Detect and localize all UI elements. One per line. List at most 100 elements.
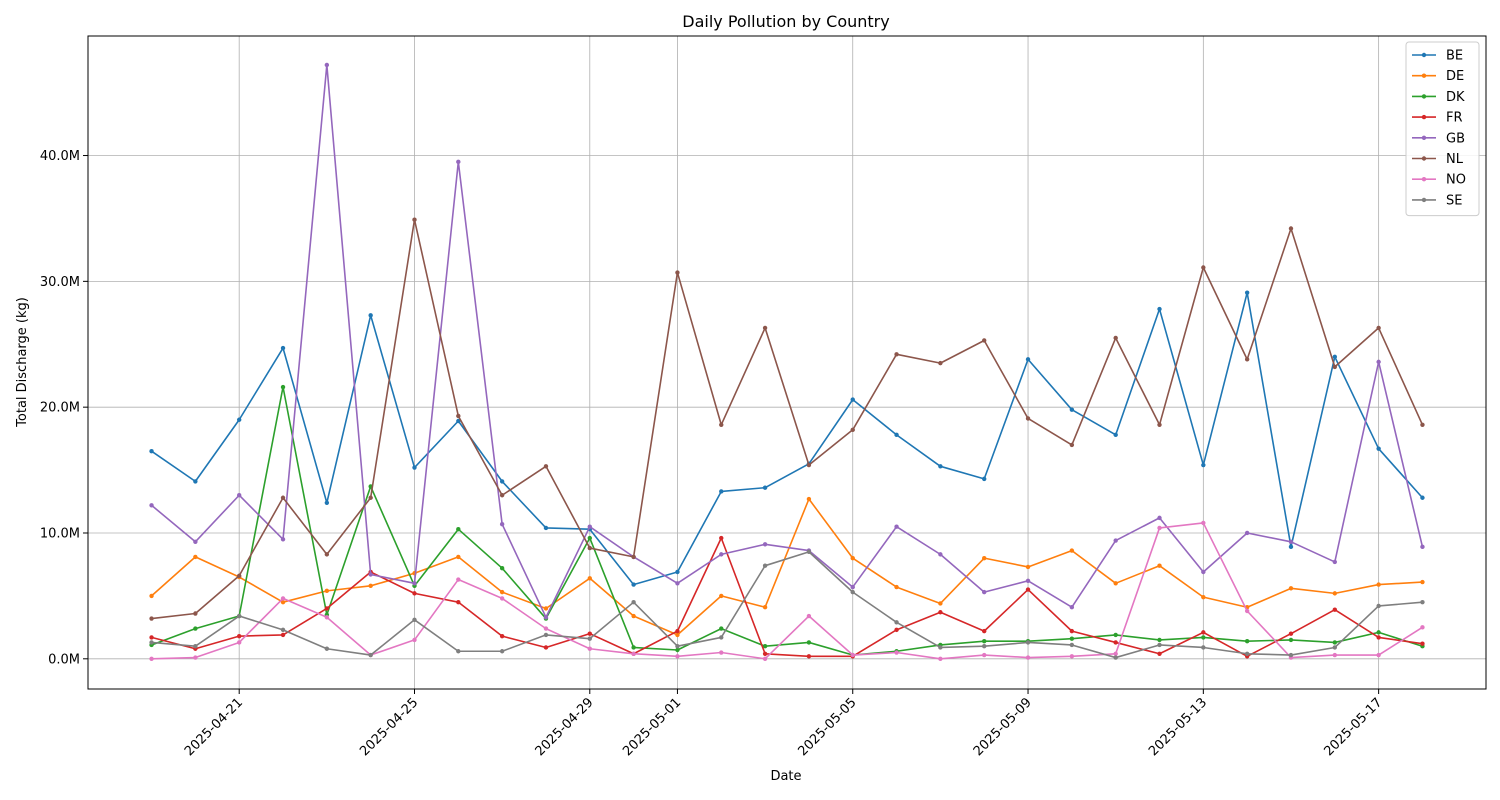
legend: BE DE DK FR GB NL NO SE bbox=[1405, 41, 1480, 217]
data-point bbox=[719, 422, 724, 427]
data-point bbox=[938, 464, 943, 469]
data-point bbox=[543, 626, 549, 631]
data-point bbox=[806, 654, 812, 659]
data-point bbox=[1420, 495, 1425, 500]
data-point bbox=[193, 539, 198, 544]
data-point bbox=[1420, 422, 1425, 427]
data-point bbox=[719, 552, 724, 557]
data-point bbox=[1069, 407, 1075, 412]
data-point bbox=[499, 566, 505, 571]
data-point bbox=[1332, 645, 1338, 650]
data-point bbox=[1025, 416, 1031, 421]
data-point bbox=[368, 583, 373, 589]
data-point bbox=[1157, 422, 1162, 427]
data-point bbox=[456, 418, 461, 424]
legend-label: NO bbox=[1446, 173, 1466, 188]
data-point bbox=[412, 465, 417, 470]
data-point bbox=[1288, 226, 1294, 231]
data-point bbox=[1113, 538, 1118, 543]
data-point bbox=[1201, 635, 1206, 640]
legend-item-no: NO bbox=[1412, 173, 1466, 188]
data-point bbox=[1376, 603, 1381, 609]
data-point bbox=[1201, 462, 1206, 468]
data-point bbox=[1288, 544, 1294, 550]
series-be bbox=[149, 290, 1425, 587]
chart-title: Daily Pollution by Country bbox=[682, 12, 889, 31]
data-point bbox=[324, 500, 330, 505]
data-point bbox=[587, 524, 592, 529]
data-point bbox=[850, 397, 855, 402]
data-point bbox=[543, 615, 549, 620]
data-point bbox=[938, 601, 943, 606]
data-point bbox=[1201, 520, 1206, 526]
legend-label: BE bbox=[1446, 49, 1463, 64]
data-point bbox=[631, 613, 636, 619]
data-point bbox=[368, 313, 373, 318]
legend-marker bbox=[1421, 94, 1427, 99]
data-point bbox=[719, 489, 724, 494]
data-point bbox=[456, 159, 461, 165]
data-point bbox=[587, 631, 592, 636]
data-point bbox=[456, 554, 461, 560]
data-point bbox=[1244, 638, 1250, 644]
data-point bbox=[412, 217, 417, 222]
data-point bbox=[1332, 559, 1338, 565]
data-point bbox=[1157, 306, 1162, 312]
series-layer bbox=[149, 62, 1425, 662]
data-point bbox=[236, 417, 242, 422]
data-point bbox=[894, 584, 899, 590]
data-point bbox=[1244, 530, 1250, 536]
data-point bbox=[675, 581, 680, 586]
data-point bbox=[587, 646, 592, 651]
data-point bbox=[850, 427, 855, 433]
data-point bbox=[938, 610, 943, 615]
data-point bbox=[850, 555, 855, 561]
legend-item-be: BE bbox=[1412, 49, 1463, 64]
data-point bbox=[631, 645, 636, 650]
data-point bbox=[762, 485, 768, 490]
series-line-fr bbox=[151, 537, 1423, 658]
data-point bbox=[850, 589, 855, 595]
legend-marker bbox=[1421, 177, 1427, 182]
data-point bbox=[806, 613, 812, 619]
data-point bbox=[324, 615, 330, 620]
data-point bbox=[631, 582, 636, 587]
data-point bbox=[719, 593, 724, 599]
data-point bbox=[587, 545, 592, 551]
data-point bbox=[1332, 640, 1338, 645]
data-point bbox=[587, 636, 592, 641]
data-point bbox=[762, 542, 768, 547]
data-point bbox=[1069, 642, 1075, 648]
data-point bbox=[1420, 544, 1425, 550]
data-point bbox=[1332, 591, 1338, 596]
data-point bbox=[675, 647, 680, 653]
legend-label: FR bbox=[1446, 111, 1463, 126]
data-point bbox=[1332, 652, 1338, 658]
data-point bbox=[762, 644, 768, 649]
data-point bbox=[631, 554, 636, 560]
grid-lines bbox=[88, 36, 1486, 689]
y-tick-label: 30.0M bbox=[40, 275, 80, 290]
data-point bbox=[675, 270, 680, 275]
data-point bbox=[1025, 564, 1031, 570]
legend-item-gb: GB bbox=[1412, 131, 1465, 146]
series-line-be bbox=[151, 291, 1424, 586]
data-point bbox=[324, 588, 330, 594]
data-point bbox=[149, 635, 154, 640]
data-point bbox=[894, 627, 899, 633]
y-tick-label: 20.0M bbox=[40, 401, 80, 416]
data-point bbox=[543, 464, 549, 469]
data-point bbox=[1420, 599, 1425, 605]
data-point bbox=[1288, 637, 1294, 643]
data-point bbox=[1113, 651, 1118, 656]
data-point bbox=[806, 640, 812, 645]
data-point bbox=[1376, 359, 1381, 365]
series-line-de bbox=[151, 498, 1423, 636]
data-point bbox=[324, 646, 330, 651]
data-point bbox=[938, 645, 943, 650]
legend-item-nl: NL bbox=[1412, 152, 1464, 167]
data-point bbox=[1069, 628, 1075, 634]
data-point bbox=[675, 628, 680, 634]
legend-label: DE bbox=[1446, 69, 1464, 84]
